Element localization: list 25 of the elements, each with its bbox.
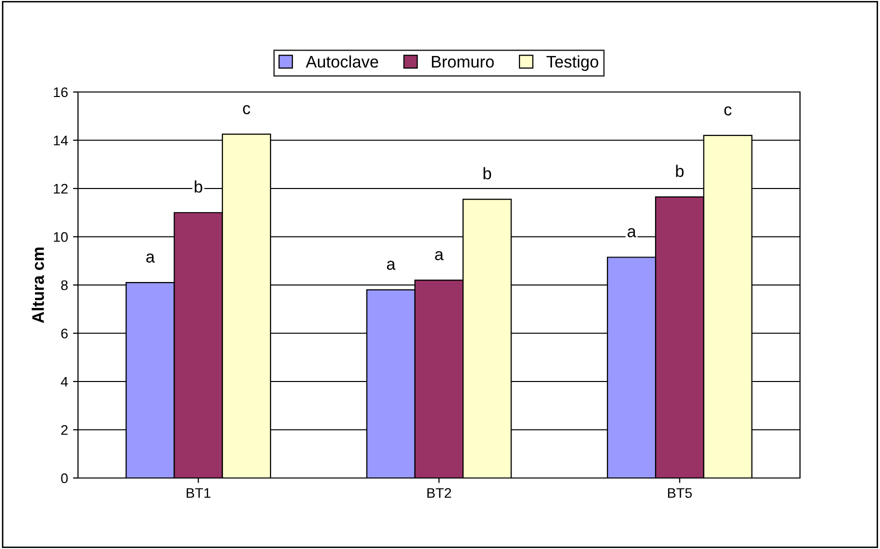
legend-label: Bromuro [432,56,494,68]
y-tick-label: 14 [54,136,68,146]
x-tick-label: BT2 [427,488,452,498]
data-label: a [386,260,396,270]
y-tick-label: 2 [61,425,68,435]
data-label: a [146,253,155,263]
y-tick-label: 8 [61,280,68,290]
data-label: b [484,167,492,180]
y-tick-label: 6 [61,328,68,338]
x-tick-label: BT1 [186,488,210,498]
y-tick-label: 0 [61,473,68,484]
data-label: c [243,105,250,114]
data-label: c [724,106,732,116]
legend-label: Autoclave [306,55,378,68]
y-tick-label: 12 [54,184,68,194]
y-axis-title: Altura cm [32,248,44,324]
data-label: b [676,164,684,177]
y-tick-label: 10 [54,232,68,242]
x-tick-label: BT5 [668,488,692,498]
data-label: b [194,180,202,193]
y-tick-label: 16 [54,87,68,98]
y-tick-label: 4 [60,376,68,387]
legend-label: Testigo [546,55,598,71]
data-label: a [628,228,636,238]
data-label: a [435,251,444,260]
